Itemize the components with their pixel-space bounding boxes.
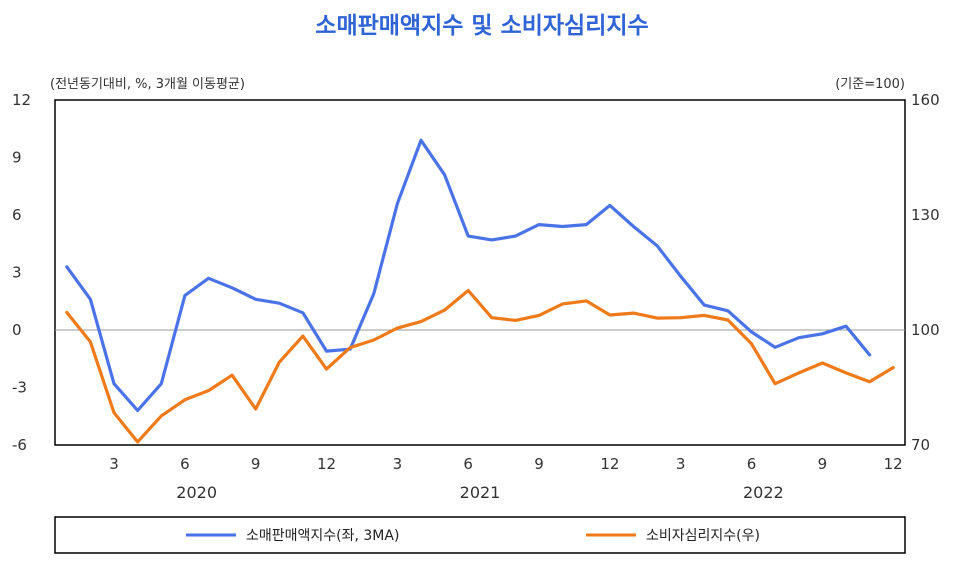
year-label: 2022 [743,483,784,502]
x-tick-label: 9 [818,455,828,473]
series-line-retail-sales [65,138,872,413]
right-tick-label: 160 [911,91,940,109]
x-tick-label: 12 [884,455,903,473]
x-tick-label: 9 [251,455,261,473]
x-tick-label: 3 [676,455,686,473]
x-tick-label: 3 [109,455,119,473]
left-tick-label: 6 [12,206,22,224]
left-axis-ticks: 12 9 6 3 0 -3 -6 [12,91,31,454]
right-tick-label: 70 [911,436,930,454]
left-tick-label: 0 [12,321,22,339]
right-axis-ticks: 160 130 100 70 [911,91,940,454]
right-axis-unit: (기준=100) [835,77,905,92]
legend-box [54,516,906,554]
x-tick-label: 12 [317,455,336,473]
year-labels: 2020 2021 2022 [176,483,783,502]
series-lines [65,138,895,444]
right-tick-label: 100 [911,321,940,339]
x-tick-label: 12 [600,455,619,473]
series-line-consumer-sentiment [65,288,895,444]
left-tick-label: -3 [12,379,27,397]
right-tick-label: 130 [911,206,940,224]
plot-frame [54,99,906,446]
chart-title: 소매판매액지수 및 소비자심리지수 [315,13,649,39]
legend-label-sentiment: 소비자심리지수(우) [646,528,760,544]
x-axis-ticks: 3 6 9 12 3 6 9 12 3 6 9 12 [109,455,902,473]
left-axis-unit: (전년동기대비, %, 3개월 이동평균) [50,77,245,92]
year-label: 2020 [176,483,217,502]
year-label: 2021 [460,483,501,502]
x-tick-label: 6 [463,455,473,473]
x-tick-label: 6 [180,455,190,473]
x-tick-label: 9 [534,455,544,473]
left-tick-label: -6 [12,436,27,454]
left-tick-label: 12 [12,91,31,109]
legend-label-retail: 소매판매액지수(좌, 3MA) [246,528,399,544]
left-tick-label: 3 [12,264,22,282]
x-tick-label: 3 [393,455,403,473]
left-tick-label: 9 [12,149,22,167]
x-tick-label: 6 [747,455,757,473]
